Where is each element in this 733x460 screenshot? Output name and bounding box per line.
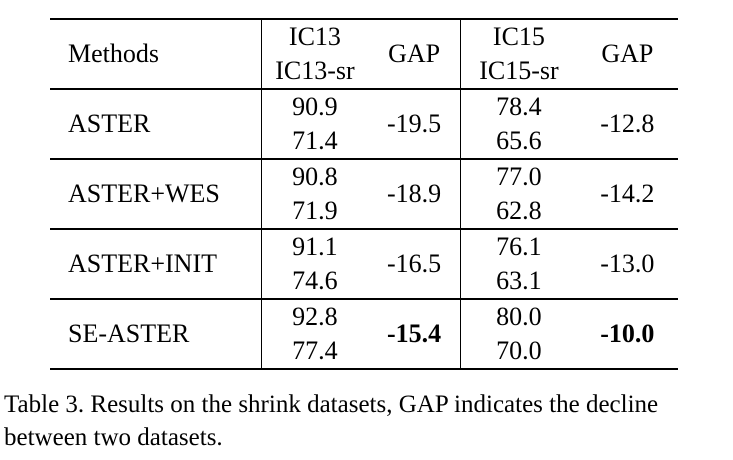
ic15-sr-value: 62.8 <box>496 196 542 225</box>
gap1-cell: -16.5 <box>387 249 442 278</box>
gap1-cell: -19.5 <box>387 109 442 138</box>
method-cell: ASTER+WES <box>68 179 220 208</box>
results-table-container: Methods IC13 IC13-sr GAP IC15 IC15-sr GA… <box>50 18 678 370</box>
gap2-cell: -13.0 <box>600 249 655 278</box>
ic13-sr-value: 77.4 <box>292 336 338 365</box>
header-gap-1: GAP <box>388 39 441 68</box>
ic15-cell: 80.0 70.0 <box>460 299 577 369</box>
ic13-sr-value: 71.4 <box>292 126 338 155</box>
ic13-value: 91.1 <box>292 232 338 261</box>
ic13-sr-value: 74.6 <box>292 266 338 295</box>
header-gap-2: GAP <box>601 39 654 68</box>
ic15-sr-value: 70.0 <box>496 336 542 365</box>
ic15-value: 76.1 <box>496 232 542 261</box>
ic13-cell: 92.8 77.4 <box>260 299 369 369</box>
ic15-value: 77.0 <box>496 162 542 191</box>
table-row: ASTER+INIT 91.1 74.6 -16.5 76.1 63.1 -13… <box>50 229 678 299</box>
method-cell: SE-ASTER <box>68 319 190 348</box>
table-header-row: Methods IC13 IC13-sr GAP IC15 IC15-sr GA… <box>50 19 678 89</box>
gap1-cell-best: -15.4 <box>387 319 442 348</box>
ic13-cell: 91.1 74.6 <box>260 229 369 299</box>
ic13-value: 90.9 <box>292 92 338 121</box>
ic13-cell: 90.8 71.9 <box>260 159 369 229</box>
header-ic13-sr-label: IC13-sr <box>275 56 355 85</box>
gap2-cell: -14.2 <box>600 179 655 208</box>
ic13-sr-value: 71.9 <box>292 196 338 225</box>
table-row: SE-ASTER 92.8 77.4 -15.4 80.0 70.0 -10.0 <box>50 299 678 369</box>
ic15-cell: 76.1 63.1 <box>460 229 577 299</box>
method-cell: ASTER <box>68 109 151 138</box>
gap1-cell: -18.9 <box>387 179 442 208</box>
header-ic13-label: IC13 <box>288 22 341 51</box>
gap2-cell: -12.8 <box>600 109 655 138</box>
ic13-value: 90.8 <box>292 162 338 191</box>
table-row: ASTER 90.9 71.4 -19.5 78.4 65.6 -12.8 <box>50 89 678 159</box>
ic15-cell: 77.0 62.8 <box>460 159 577 229</box>
ic13-cell: 90.9 71.4 <box>260 89 369 159</box>
ic15-sr-value: 65.6 <box>496 126 542 155</box>
table-caption: Table 3. Results on the shrink datasets,… <box>4 391 659 451</box>
ic15-value: 78.4 <box>496 92 542 121</box>
header-methods: Methods <box>68 39 159 68</box>
results-table: Methods IC13 IC13-sr GAP IC15 IC15-sr GA… <box>50 18 678 370</box>
header-ic15: IC15 IC15-sr <box>460 19 577 89</box>
table-row: ASTER+WES 90.8 71.9 -18.9 77.0 62.8 -14.… <box>50 159 678 229</box>
ic15-sr-value: 63.1 <box>496 266 542 295</box>
header-ic15-sr-label: IC15-sr <box>479 56 559 85</box>
gap2-cell-best: -10.0 <box>600 319 655 348</box>
ic15-value: 80.0 <box>496 302 542 331</box>
method-cell: ASTER+INIT <box>68 249 217 278</box>
ic13-value: 92.8 <box>292 302 338 331</box>
ic15-cell: 78.4 65.6 <box>460 89 577 159</box>
header-ic15-label: IC15 <box>492 22 545 51</box>
header-ic13: IC13 IC13-sr <box>260 19 369 89</box>
